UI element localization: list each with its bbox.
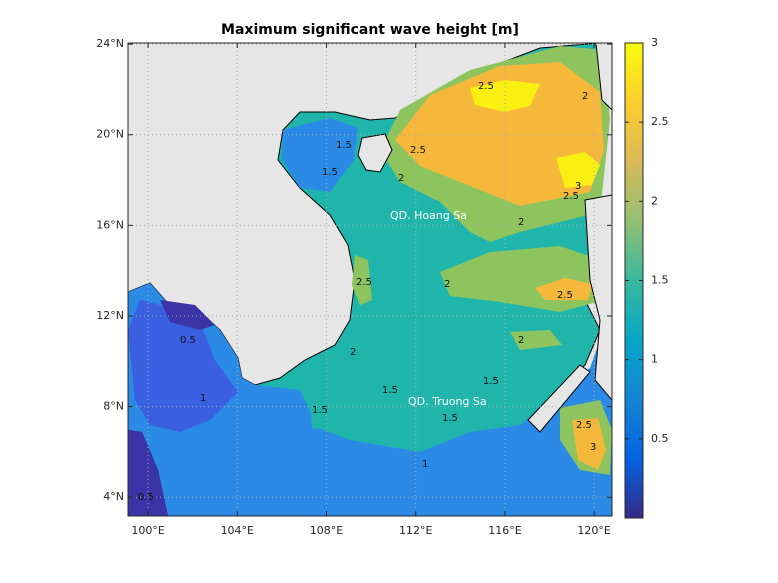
lat-tick-label: 8°N — [103, 400, 124, 413]
contour-label: 2 — [350, 347, 356, 358]
contour-label: 2 — [518, 217, 524, 228]
wave-0-5 — [128, 430, 168, 516]
contour-label: 1 — [200, 393, 206, 404]
land — [357, 133, 393, 173]
wave-2-0 — [510, 330, 562, 350]
colorbar-tick-label: 1 — [651, 353, 658, 366]
lon-tick-label: 112°E — [399, 524, 432, 537]
contour-label: 1.5 — [312, 405, 328, 416]
colorbar-tick-label: 1.5 — [651, 274, 669, 287]
contour-label: 2 — [398, 173, 404, 184]
lat-tick-label: 4°N — [103, 490, 124, 503]
annotation: QD. Hoang Sa — [390, 209, 467, 222]
wave-1-0 — [282, 118, 358, 192]
wave-1-5 — [310, 392, 345, 430]
contour-label: 2.5 — [478, 81, 494, 92]
land — [527, 364, 591, 433]
wave-0-75 — [128, 300, 238, 432]
colorbar-tick-label: 2 — [651, 194, 658, 207]
contour-label: 1 — [422, 459, 428, 470]
contour-label: 1.5 — [336, 140, 352, 151]
contour-labels: 2.5 2.5 2 2 1.5 1.5 2.5 2 2 2.5 2 1.5 1.… — [138, 81, 596, 503]
contour-label: 2.5 — [356, 277, 372, 288]
lat-tick-label: 20°N — [96, 128, 124, 141]
contour-label: 0.5 — [180, 335, 196, 346]
colorbar-tick-label: 2.5 — [651, 115, 669, 128]
wave-3-0 — [556, 152, 600, 188]
colorbar-tick-label: 3 — [651, 36, 658, 49]
land — [595, 43, 612, 111]
wave-1-0 — [128, 283, 612, 516]
contour-label: 2.5 — [563, 191, 579, 202]
lon-tick-label: 104°E — [221, 524, 254, 537]
wave-0-5 — [160, 300, 215, 330]
wave-1-5 — [370, 388, 405, 418]
wave-2-5 — [535, 278, 592, 300]
land — [584, 194, 612, 401]
lat-tick-label: 12°N — [96, 309, 124, 322]
lon-tick-label: 120°E — [577, 524, 610, 537]
lon-tick-label: 108°E — [310, 524, 343, 537]
contour-label: 2 — [444, 279, 450, 290]
contour-label: 2.5 — [557, 290, 573, 301]
lat-tick-label: 16°N — [96, 218, 124, 231]
contour-label: 2 — [518, 335, 524, 346]
graticule — [128, 43, 612, 516]
contour-label: 2 — [582, 91, 588, 102]
contour-label: 1.5 — [322, 167, 338, 178]
wave-2-0 — [352, 255, 372, 305]
contour-label: 0.5 — [138, 492, 154, 503]
lon-tick-label: 116°E — [488, 524, 521, 537]
axes-frame — [127, 42, 613, 517]
contour-label: 3 — [590, 442, 596, 453]
wave-2-5 — [395, 62, 604, 206]
lat-tick-label: 24°N — [96, 37, 124, 50]
contour-label: 1.5 — [382, 385, 398, 396]
contour-label: 2.5 — [410, 145, 426, 156]
contour-label: 1.5 — [442, 413, 458, 424]
contour-label: 1.5 — [483, 376, 499, 387]
title: Maximum significant wave height [m] — [221, 22, 519, 38]
annotation: QD. Truong Sa — [408, 395, 487, 408]
contour-label: 2.5 — [576, 420, 592, 431]
colorbar-tick-label: 0.5 — [651, 432, 669, 445]
contour-label: 3 — [575, 181, 581, 192]
lon-tick-label: 100°E — [131, 524, 164, 537]
map-field — [128, 43, 612, 516]
wave-2-5 — [572, 418, 606, 470]
